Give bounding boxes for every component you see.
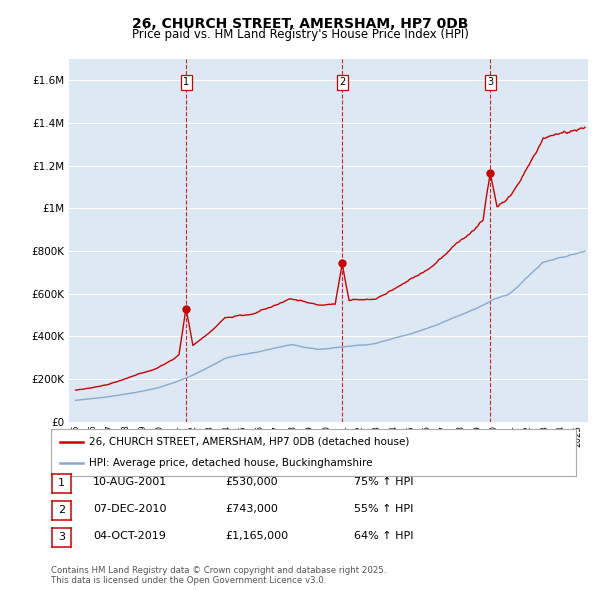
- Text: £1,165,000: £1,165,000: [225, 532, 288, 541]
- Text: 04-OCT-2019: 04-OCT-2019: [93, 532, 166, 541]
- Text: HPI: Average price, detached house, Buckinghamshire: HPI: Average price, detached house, Buck…: [89, 458, 372, 468]
- Text: 26, CHURCH STREET, AMERSHAM, HP7 0DB (detached house): 26, CHURCH STREET, AMERSHAM, HP7 0DB (de…: [89, 437, 409, 447]
- Text: 3: 3: [487, 77, 493, 87]
- Text: 1: 1: [58, 478, 65, 488]
- Text: 55% ↑ HPI: 55% ↑ HPI: [354, 504, 413, 514]
- Text: 64% ↑ HPI: 64% ↑ HPI: [354, 532, 413, 541]
- Text: 10-AUG-2001: 10-AUG-2001: [93, 477, 167, 487]
- Text: 26, CHURCH STREET, AMERSHAM, HP7 0DB: 26, CHURCH STREET, AMERSHAM, HP7 0DB: [132, 17, 468, 31]
- Text: 1: 1: [183, 77, 190, 87]
- Text: Contains HM Land Registry data © Crown copyright and database right 2025.
This d: Contains HM Land Registry data © Crown c…: [51, 566, 386, 585]
- Text: £743,000: £743,000: [225, 504, 278, 514]
- Text: 75% ↑ HPI: 75% ↑ HPI: [354, 477, 413, 487]
- Text: £530,000: £530,000: [225, 477, 278, 487]
- Text: 2: 2: [58, 506, 65, 515]
- Text: 3: 3: [58, 533, 65, 542]
- Text: 2: 2: [339, 77, 346, 87]
- Text: 07-DEC-2010: 07-DEC-2010: [93, 504, 167, 514]
- Text: Price paid vs. HM Land Registry's House Price Index (HPI): Price paid vs. HM Land Registry's House …: [131, 28, 469, 41]
